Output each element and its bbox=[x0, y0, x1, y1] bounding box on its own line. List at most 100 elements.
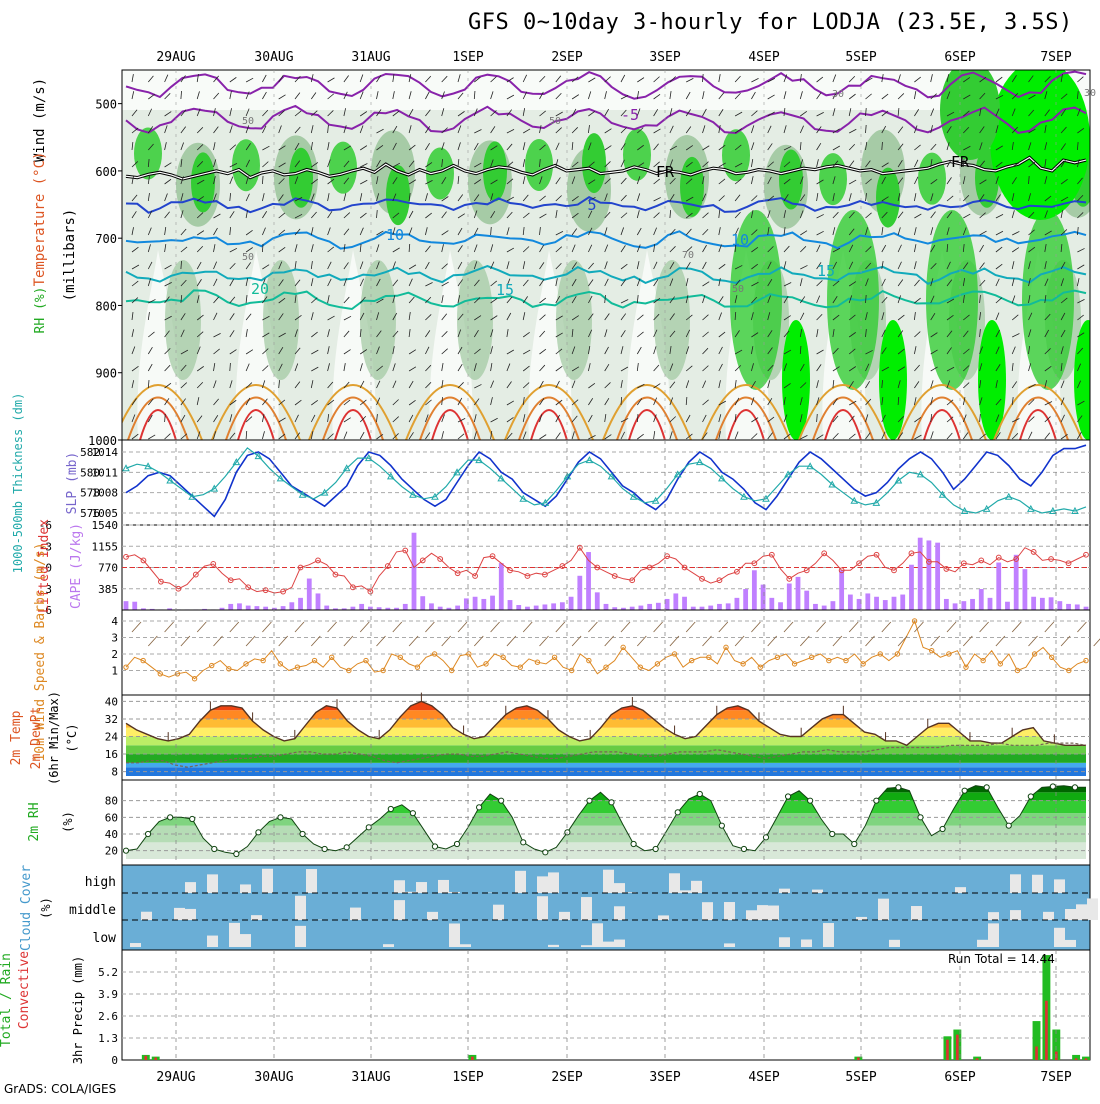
temp-tick-label: 16 bbox=[105, 748, 118, 761]
cloud-gap bbox=[207, 936, 218, 947]
cape-tick-label: 1540 bbox=[92, 519, 119, 532]
date-label-bottom: 7SEP bbox=[1040, 1070, 1071, 1085]
date-label-top: 6SEP bbox=[944, 50, 975, 65]
precip-conv-bar bbox=[144, 1056, 147, 1060]
cape-bar bbox=[735, 598, 740, 610]
wind10-tick-label: 1 bbox=[111, 664, 118, 677]
precip-conv-bar bbox=[857, 1057, 860, 1060]
rh-low-cell bbox=[360, 260, 396, 380]
wind10-tick-label: 3 bbox=[111, 631, 118, 644]
rh-marker bbox=[830, 831, 835, 836]
cloud-gap bbox=[614, 883, 625, 893]
date-label-bottom: 29AUG bbox=[156, 1070, 195, 1085]
cloud-gap bbox=[515, 871, 526, 893]
chart-title: GFS 0~10day 3-hourly for LODJA (23.5E, 3… bbox=[468, 10, 1073, 35]
isotherm-label: 10 bbox=[731, 231, 749, 249]
precip-legend-total: Total / Rain bbox=[0, 953, 14, 1047]
cloud-gap bbox=[614, 940, 625, 947]
wind-barb bbox=[1094, 282, 1100, 286]
date-label-top: 1SEP bbox=[452, 50, 483, 65]
cape-bar bbox=[996, 563, 1001, 610]
temp-axis-label: 2m Temp bbox=[9, 710, 24, 765]
cape-bar bbox=[961, 601, 966, 610]
rh-marker bbox=[300, 831, 305, 836]
precip-conv-bar bbox=[976, 1058, 979, 1060]
rh-wet-cell bbox=[680, 157, 704, 217]
cape-bar bbox=[1005, 602, 1010, 610]
cloud-gap bbox=[581, 897, 592, 920]
cloud-gap bbox=[207, 874, 218, 893]
cape-bar bbox=[761, 585, 766, 610]
cape-bar bbox=[490, 596, 495, 610]
precip-conv-bar bbox=[471, 1057, 474, 1060]
cape-bar bbox=[569, 597, 574, 610]
cloud-level-high: high bbox=[85, 875, 116, 890]
cloud-gap bbox=[559, 912, 570, 920]
cloud-gap bbox=[691, 881, 702, 893]
cloud-gap bbox=[185, 882, 196, 893]
wind-barb bbox=[1094, 143, 1097, 150]
pressure-tick-label: 700 bbox=[95, 232, 117, 246]
cape-bar bbox=[499, 563, 504, 610]
thickness-panel bbox=[122, 440, 1090, 525]
rh-marker bbox=[896, 785, 901, 790]
cloud-gap bbox=[438, 880, 449, 893]
cape-bar bbox=[726, 603, 731, 610]
pressure-tick-label: 600 bbox=[95, 165, 117, 179]
cloud-gap bbox=[350, 908, 361, 920]
cloud-gap bbox=[1076, 904, 1087, 920]
cape-bar bbox=[429, 603, 434, 610]
rh-marker bbox=[388, 806, 393, 811]
cloud-gap bbox=[1043, 912, 1054, 920]
cape-bar bbox=[255, 606, 260, 610]
cape-bar bbox=[673, 593, 678, 610]
rh-low-cell bbox=[263, 260, 299, 380]
cape-bar bbox=[359, 604, 364, 610]
cloud-gap bbox=[383, 944, 394, 947]
precip-tick-label: 0 bbox=[111, 1054, 118, 1067]
rh-marker bbox=[168, 815, 173, 820]
cape-bar bbox=[839, 570, 844, 610]
cape-bar bbox=[979, 589, 984, 610]
isotherm-label: FR bbox=[656, 163, 675, 181]
cloud-gap bbox=[427, 912, 438, 920]
temp-band bbox=[122, 754, 1090, 763]
date-label-top: 29AUG bbox=[156, 50, 195, 65]
temp-tick-label: 8 bbox=[111, 766, 118, 779]
cloud-gap bbox=[537, 896, 548, 920]
wind-barb bbox=[1094, 415, 1097, 422]
precip-conv-bar bbox=[1075, 1058, 1078, 1060]
rh-wet-cell bbox=[582, 133, 606, 193]
rh-tick-label: 60 bbox=[105, 811, 118, 824]
rh-low-cell bbox=[556, 260, 592, 380]
pressure-tick-label: 800 bbox=[95, 299, 117, 313]
wind-barb bbox=[1094, 108, 1095, 116]
pressure-tick-label: 500 bbox=[95, 98, 117, 112]
date-label-bottom: 31AUG bbox=[351, 1070, 390, 1085]
cape-bar bbox=[682, 597, 687, 610]
rh-marker bbox=[145, 831, 150, 836]
rh-marker bbox=[697, 791, 702, 796]
cloud-gap bbox=[1010, 874, 1021, 893]
wind-barb bbox=[1094, 245, 1097, 252]
cape-bar bbox=[708, 606, 713, 610]
cape-bar bbox=[228, 604, 233, 610]
rh-marker bbox=[278, 815, 283, 820]
date-label-top: 7SEP bbox=[1040, 50, 1071, 65]
rh-marker bbox=[366, 825, 371, 830]
precip-tick-label: 5.2 bbox=[98, 966, 118, 979]
rh-marker bbox=[874, 798, 879, 803]
cape-tick-label: 770 bbox=[98, 562, 118, 575]
cape-bar bbox=[769, 598, 774, 610]
wind-barb bbox=[1094, 228, 1098, 235]
cape-bar bbox=[132, 602, 137, 610]
thickness-tick-label: 582 bbox=[80, 446, 100, 459]
wind-barb bbox=[1094, 179, 1100, 184]
precip-tick-label: 1.3 bbox=[98, 1032, 118, 1045]
cape-bar bbox=[778, 602, 783, 610]
rh-marker bbox=[432, 844, 437, 849]
cape-bar bbox=[324, 606, 329, 610]
cape-bar bbox=[874, 597, 879, 610]
cape-bar bbox=[420, 596, 425, 610]
cape-bar bbox=[656, 603, 661, 610]
